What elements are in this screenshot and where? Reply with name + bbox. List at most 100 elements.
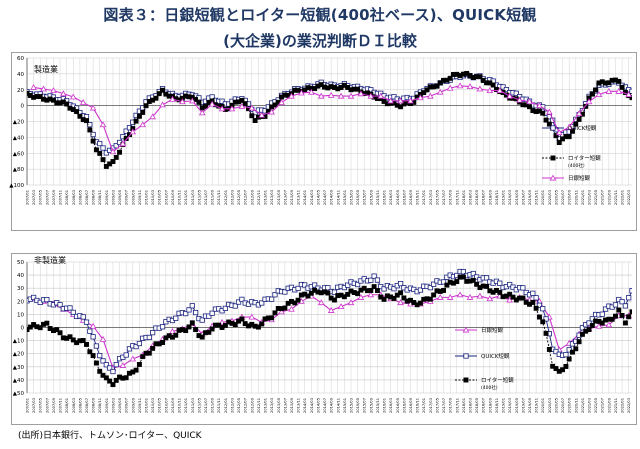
x-tick-label: 2017/03 bbox=[429, 398, 433, 413]
data-point-open-triangle bbox=[228, 105, 236, 112]
data-point-open-triangle bbox=[407, 97, 414, 104]
data-point-open-triangle bbox=[456, 82, 464, 89]
data-point-filled-square bbox=[87, 127, 93, 133]
x-tick-label: 2008/05 bbox=[78, 190, 82, 205]
data-point-filled-square bbox=[417, 300, 423, 306]
y-tick-label: 40 bbox=[17, 72, 24, 78]
data-point-filled-square bbox=[70, 337, 76, 343]
data-point-filled-square bbox=[546, 121, 552, 127]
legend-marker bbox=[550, 125, 556, 131]
data-point-open-square bbox=[67, 305, 73, 311]
data-point-open-square bbox=[219, 98, 225, 104]
data-point-filled-square bbox=[497, 289, 503, 295]
data-point-open-triangle bbox=[218, 105, 226, 112]
x-tick-label: 2008/01 bbox=[65, 398, 69, 413]
x-tick-label: 2013/07 bbox=[283, 190, 287, 205]
x-tick-label: 2022/03 bbox=[627, 398, 631, 413]
x-tick-label: 2015/07 bbox=[363, 398, 367, 413]
legend-label: ロイター短観 bbox=[568, 154, 601, 162]
data-point-open-square bbox=[110, 368, 116, 375]
x-tick-label: 2007/11 bbox=[59, 190, 63, 205]
data-point-open-triangle bbox=[337, 303, 345, 310]
x-tick-label: 2007/01 bbox=[26, 398, 30, 413]
x-tick-label: 2008/09 bbox=[92, 397, 96, 413]
data-point-open-square bbox=[312, 282, 318, 288]
x-tick-label: 2019/07 bbox=[521, 398, 525, 413]
data-point-open-square bbox=[510, 284, 516, 290]
data-point-open-triangle bbox=[605, 87, 613, 94]
data-point-filled-square bbox=[540, 319, 546, 325]
plot-title: 製造業 bbox=[34, 64, 58, 74]
x-tick-label: 2008/03 bbox=[72, 398, 76, 413]
data-point-open-triangle bbox=[456, 291, 464, 298]
data-point-open-square bbox=[530, 290, 536, 296]
data-point-filled-square bbox=[593, 87, 599, 93]
data-point-open-square bbox=[345, 282, 351, 288]
data-point-open-square bbox=[520, 285, 526, 291]
x-tick-label: 2021/09 bbox=[607, 397, 611, 413]
y-tick-label: ▲20 bbox=[13, 352, 25, 358]
data-point-filled-square bbox=[255, 324, 261, 330]
x-tick-label: 2010/07 bbox=[164, 190, 168, 205]
data-point-filled-square bbox=[173, 332, 179, 338]
x-tick-label: 2016/03 bbox=[389, 398, 393, 413]
x-tick-label: 2019/09 bbox=[528, 397, 532, 413]
legend-marker bbox=[549, 174, 557, 181]
data-point-open-square bbox=[612, 302, 619, 308]
data-point-open-triangle bbox=[526, 98, 533, 105]
x-tick-label: 2017/01 bbox=[422, 398, 426, 413]
x-tick-label: 2018/07 bbox=[482, 398, 486, 413]
x-tick-label: 2012/01 bbox=[224, 398, 228, 413]
data-point-filled-square bbox=[576, 116, 582, 122]
data-point-open-square bbox=[44, 297, 50, 303]
x-tick-label: 2013/09 bbox=[290, 397, 294, 413]
data-point-open-square bbox=[90, 334, 96, 340]
plot-area bbox=[27, 268, 632, 388]
data-point-open-triangle bbox=[317, 299, 325, 306]
data-point-open-square bbox=[150, 330, 156, 336]
data-point-open-triangle bbox=[347, 299, 355, 306]
x-tick-label: 2019/03 bbox=[508, 398, 512, 413]
data-point-filled-square bbox=[470, 277, 476, 283]
y-tick-label: ▲60 bbox=[13, 151, 25, 157]
data-point-open-triangle bbox=[288, 305, 295, 312]
data-point-open-triangle bbox=[288, 92, 295, 99]
x-tick-label: 2011/11 bbox=[217, 190, 221, 205]
data-point-open-triangle bbox=[99, 335, 107, 342]
data-point-open-triangle bbox=[109, 148, 117, 155]
x-tick-label: 2011/05 bbox=[197, 398, 201, 413]
x-tick-label: 2016/01 bbox=[383, 190, 387, 205]
x-tick-label: 2008/11 bbox=[98, 190, 102, 205]
x-tick-label: 2017/09 bbox=[449, 189, 453, 205]
data-point-open-triangle bbox=[436, 88, 444, 95]
data-point-open-square bbox=[417, 287, 424, 293]
x-tick-label: 2009/11 bbox=[138, 190, 142, 205]
x-tick-label: 2012/03 bbox=[230, 190, 234, 205]
data-point-filled-square bbox=[401, 295, 407, 301]
data-point-open-triangle bbox=[417, 94, 424, 101]
x-tick-label: 2017/09 bbox=[449, 397, 453, 413]
x-tick-label: 2015/03 bbox=[349, 190, 353, 205]
data-point-open-square bbox=[97, 140, 103, 147]
data-point-open-square bbox=[543, 316, 549, 322]
data-point-open-square bbox=[57, 302, 63, 308]
data-point-open-triangle bbox=[70, 93, 77, 100]
data-point-filled-square bbox=[206, 329, 212, 335]
data-point-open-square bbox=[239, 296, 245, 302]
data-point-filled-square bbox=[272, 310, 278, 316]
data-point-open-triangle bbox=[337, 92, 345, 99]
data-point-filled-square bbox=[540, 110, 546, 116]
data-point-filled-square bbox=[484, 283, 489, 289]
data-point-open-square bbox=[295, 285, 301, 292]
legend-label: 日銀短観 bbox=[568, 174, 591, 182]
data-point-filled-square bbox=[110, 382, 116, 388]
data-point-filled-square bbox=[57, 330, 63, 336]
data-point-filled-square bbox=[629, 309, 632, 315]
x-tick-label: 2013/07 bbox=[283, 398, 287, 413]
data-point-open-triangle bbox=[248, 313, 256, 320]
data-point-filled-square bbox=[186, 324, 192, 330]
source-note: (出所)日本銀行、トムソン･ロイター、QUICK bbox=[18, 431, 202, 441]
data-point-filled-square bbox=[566, 356, 572, 362]
data-point-open-triangle bbox=[189, 97, 196, 104]
